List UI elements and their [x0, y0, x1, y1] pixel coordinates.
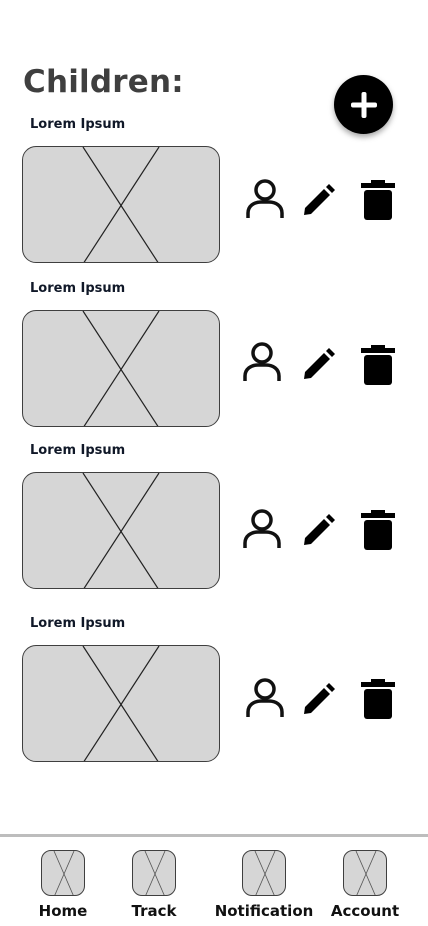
- nav-account[interactable]: Account: [331, 850, 399, 920]
- notification-icon: [242, 850, 286, 896]
- image-placeholder-icon: [82, 646, 160, 761]
- nav-notification-label: Notification: [214, 902, 314, 920]
- child-name: Lorem Ipsum: [30, 616, 126, 631]
- pencil-icon[interactable]: [302, 184, 335, 217]
- child-photo-placeholder: [22, 472, 220, 589]
- image-placeholder-icon: [82, 473, 160, 588]
- child-name: Lorem Ipsum: [30, 117, 126, 132]
- plus-icon: [350, 91, 377, 118]
- child-name: Lorem Ipsum: [30, 443, 126, 458]
- nav-track[interactable]: Track: [131, 850, 177, 920]
- trash-icon[interactable]: [361, 679, 395, 719]
- child-name: Lorem Ipsum: [30, 281, 126, 296]
- image-placeholder-icon: [82, 311, 160, 426]
- track-icon: [132, 850, 176, 896]
- add-child-button[interactable]: [334, 75, 393, 134]
- trash-icon[interactable]: [361, 510, 395, 550]
- nav-home[interactable]: Home: [38, 850, 88, 920]
- trash-icon[interactable]: [361, 345, 395, 385]
- nav-notification[interactable]: Notification: [215, 850, 313, 920]
- person-icon[interactable]: [242, 341, 282, 383]
- nav-track-label: Track: [131, 902, 177, 920]
- child-photo-placeholder: [22, 310, 220, 427]
- bottom-nav-divider: [0, 834, 428, 837]
- pencil-icon[interactable]: [302, 514, 335, 547]
- pencil-icon[interactable]: [302, 348, 335, 381]
- person-icon[interactable]: [242, 508, 282, 550]
- nav-account-label: Account: [330, 902, 400, 920]
- trash-icon[interactable]: [361, 180, 395, 220]
- person-icon[interactable]: [245, 677, 285, 719]
- child-photo-placeholder: [22, 146, 220, 263]
- home-icon: [41, 850, 85, 896]
- pencil-icon[interactable]: [302, 683, 335, 716]
- person-icon[interactable]: [245, 178, 285, 220]
- page-title: Children:: [23, 64, 184, 100]
- nav-home-label: Home: [38, 902, 88, 920]
- account-icon: [343, 850, 387, 896]
- image-placeholder-icon: [82, 147, 160, 262]
- child-photo-placeholder: [22, 645, 220, 762]
